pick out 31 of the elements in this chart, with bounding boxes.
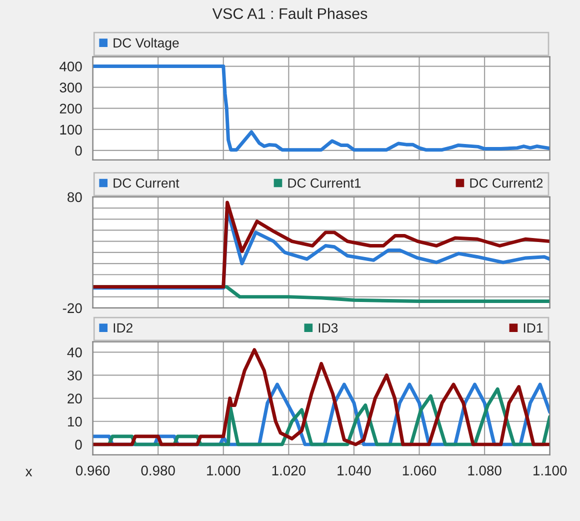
- y-tick-label: 100: [60, 124, 82, 135]
- y-tick-label: 20: [68, 394, 82, 404]
- chart-title: VSC A1 : Fault Phases: [212, 8, 368, 20]
- line-series: [92, 64, 550, 152]
- y-tick-label: 400: [60, 62, 82, 72]
- legend-label: DC Current1: [288, 178, 361, 188]
- legend-label: DC Current2: [470, 178, 543, 188]
- legend-label: ID3: [318, 323, 338, 333]
- y-tick-label: 80: [68, 192, 82, 202]
- x-tick-label: 1.100: [534, 466, 567, 476]
- x-tick-label: 1.060: [402, 466, 436, 476]
- legend-label: ID1: [524, 323, 543, 332]
- y-tick-label: -20: [62, 303, 82, 314]
- legend-label: ID2: [114, 323, 132, 332]
- y-tick-label: 200: [60, 104, 82, 114]
- legend-label: DC Voltage: [114, 38, 179, 50]
- x-tick-label: 1.080: [468, 466, 502, 476]
- x-tick-label: 0.960: [76, 466, 110, 476]
- y-tick-label: 30: [67, 370, 82, 380]
- x-tick-label: 1.020: [272, 466, 306, 476]
- line-series: [92, 348, 550, 446]
- x-tick-label: 0.980: [141, 466, 175, 476]
- y-tick-label: 0: [75, 146, 82, 156]
- y-tick-label: 300: [60, 82, 82, 92]
- x-tick-label: 1.000: [207, 466, 240, 476]
- y-tick-label: 40: [67, 347, 82, 358]
- x-tick-label: 1.040: [338, 466, 371, 476]
- y-tick-label: 10: [68, 416, 82, 427]
- legend-label: DC Current: [114, 178, 180, 188]
- x-axis-title: x: [26, 468, 32, 476]
- y-tick-label: 0: [75, 440, 82, 450]
